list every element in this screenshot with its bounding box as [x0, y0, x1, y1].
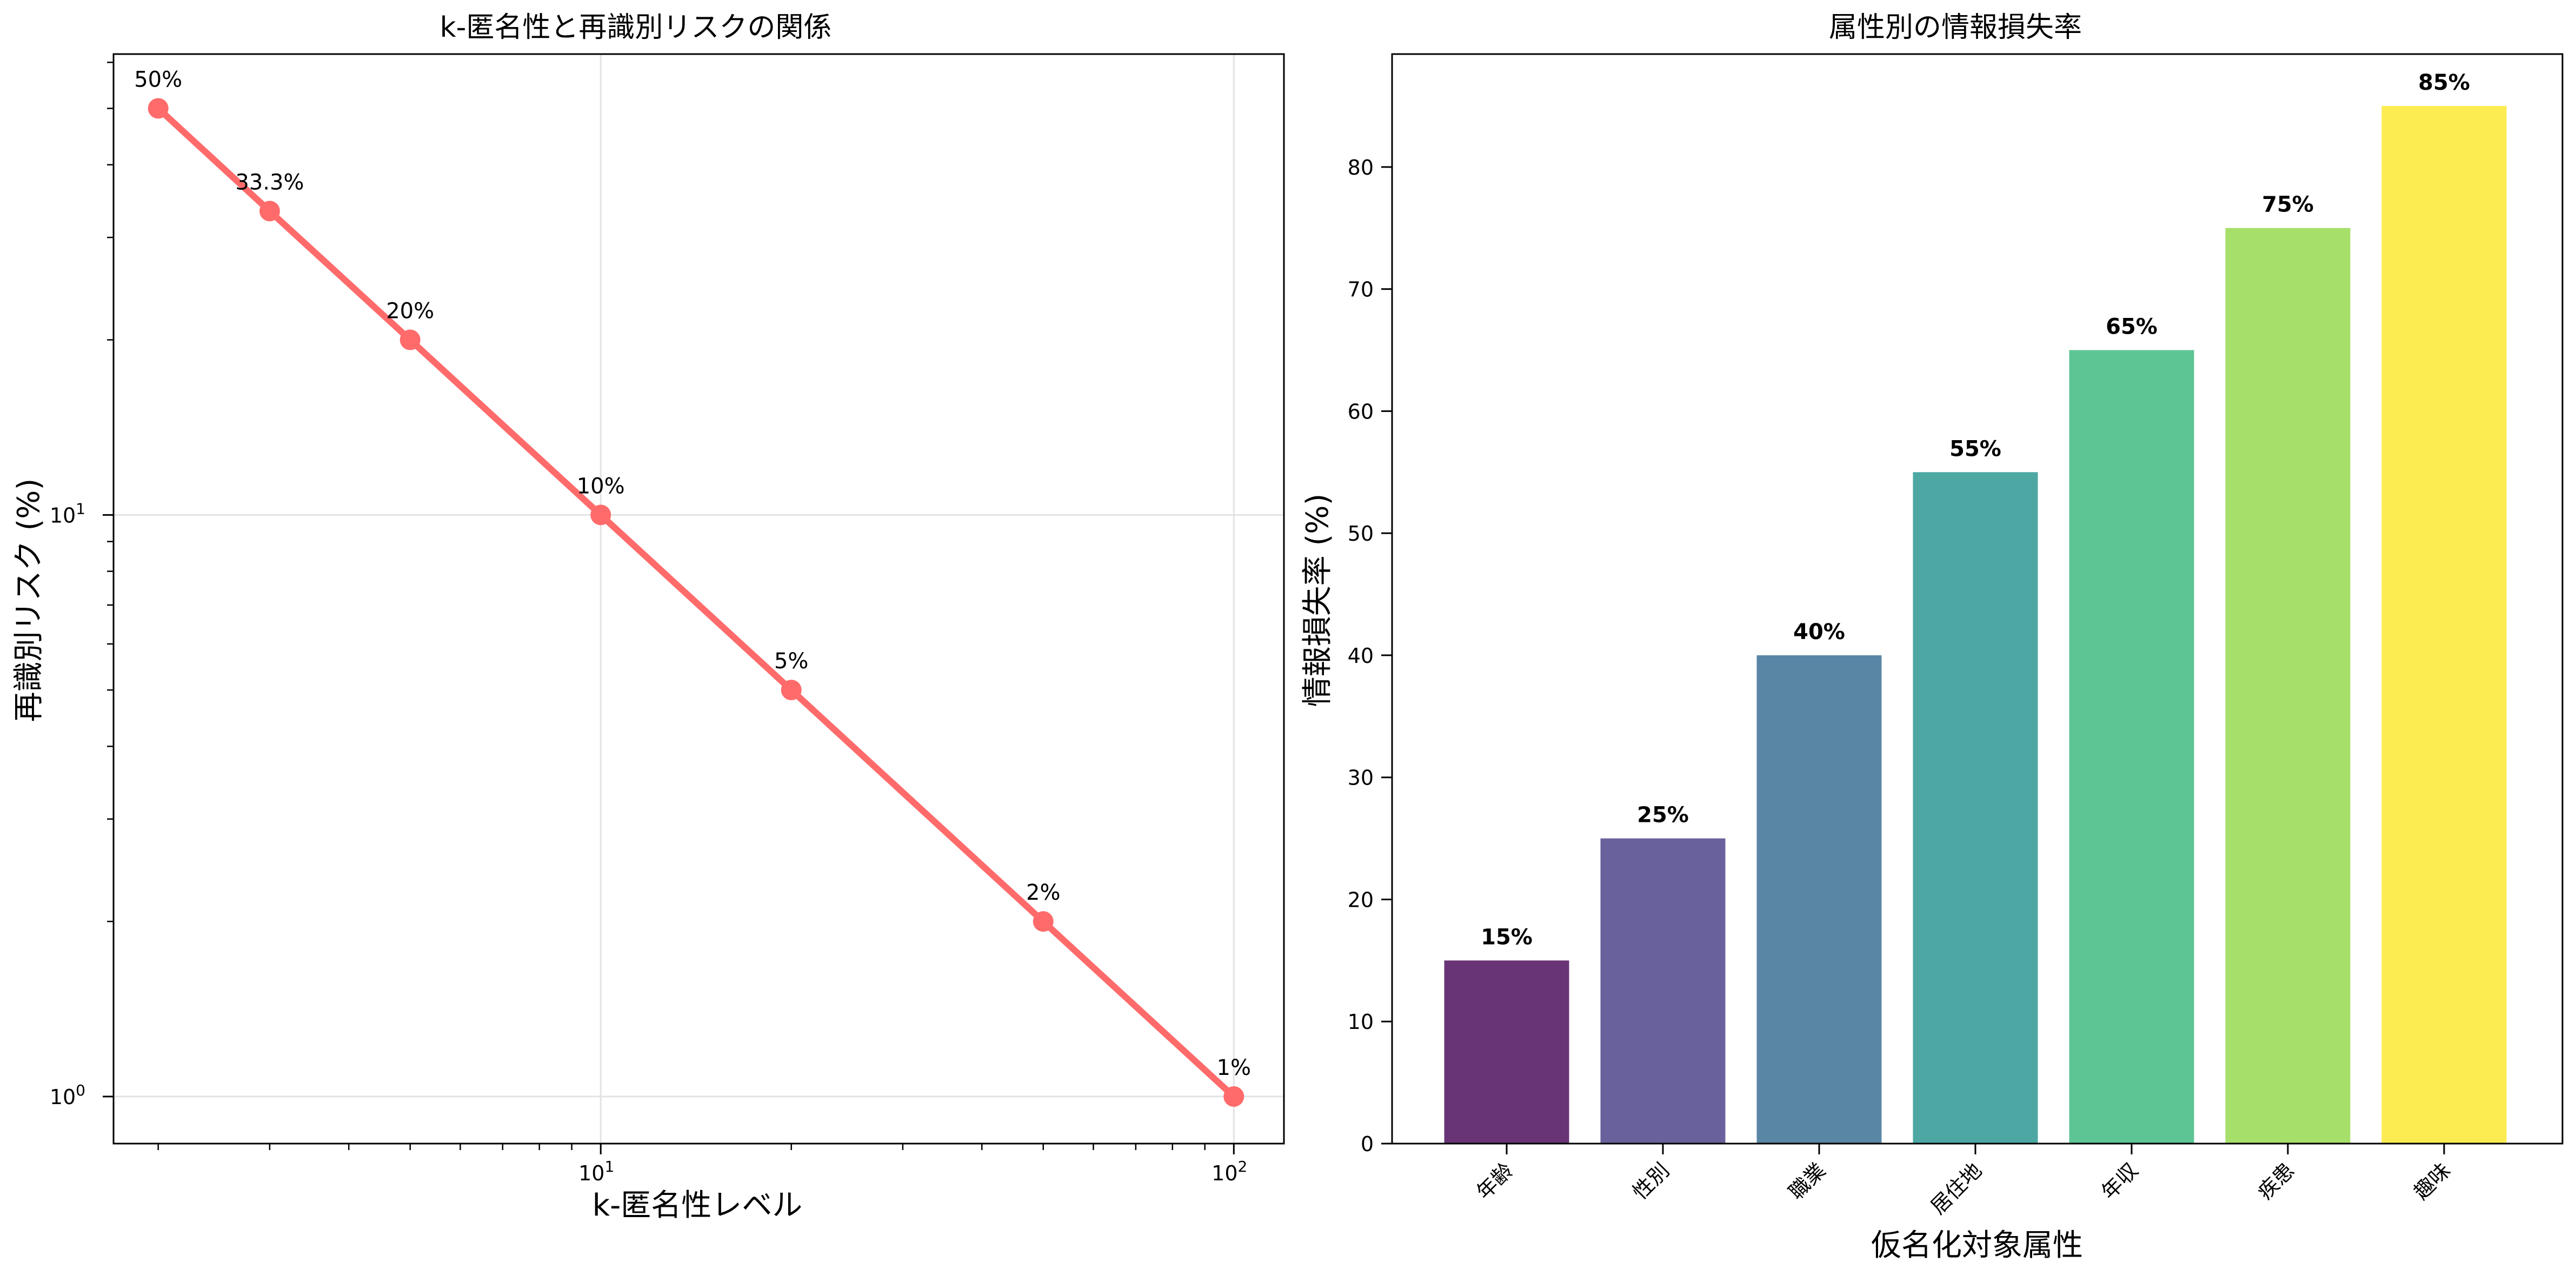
right-y-tick-label: 20 [1348, 888, 1374, 912]
right-y-axis-label: 情報損失率 (%) [1300, 494, 1335, 707]
right-x-ticks: 年齢 性別 職業 居住地 年収 疾患 趣味 [1472, 1144, 2455, 1219]
right-y-tick-label: 10 [1348, 1010, 1374, 1034]
right-x-tick-label: 性別 [1628, 1158, 1674, 1204]
loss-bar-value-label: 85% [2418, 70, 2470, 95]
loss-bar-value-label: 25% [1637, 803, 1689, 828]
left-grid [114, 54, 1284, 1144]
right-y-tick-label: 50 [1348, 522, 1374, 546]
risk-point-label: 50% [134, 67, 182, 92]
left-axes-frame [112, 53, 1285, 1145]
right-y-ticks: 0 10 20 30 40 50 60 70 80 [1348, 156, 1392, 1156]
left-y-axis-label: 再識別リスク (%) [11, 479, 46, 722]
right-y-tick-label: 40 [1348, 644, 1374, 668]
risk-point-label: 20% [386, 299, 434, 324]
loss-bar [2225, 228, 2351, 1144]
left-points [148, 98, 1244, 1107]
right-x-tick-label: 疾患 [2253, 1158, 2299, 1204]
left-y-tick-label: 101 [50, 500, 85, 527]
risk-data-point [259, 201, 280, 222]
right-bars [1444, 105, 2507, 1144]
right-y-tick-label: 70 [1348, 278, 1374, 302]
right-y-tick-label: 80 [1348, 156, 1374, 180]
right-chart-title: 属性別の情報損失率 [1829, 11, 2082, 44]
right-x-axis-label: 仮名化対象属性 [1871, 1228, 2083, 1263]
loss-bar-value-label: 55% [1949, 436, 2001, 461]
risk-data-point [1033, 911, 1054, 932]
loss-bar [1913, 472, 2038, 1144]
risk-point-label: 2% [1026, 880, 1060, 905]
risk-point-label: 10% [577, 474, 625, 499]
risk-data-point [781, 680, 802, 701]
left-x-ticks: 101 102 [578, 1144, 1247, 1185]
risk-data-point [400, 329, 421, 350]
left-y-ticks: 100 101 [50, 500, 114, 1109]
right-bar-labels: 15% 25% 40% 55% 65% 75% 85% [1481, 70, 2470, 949]
loss-bar [2381, 105, 2507, 1144]
left-x-axis-label: k-匿名性レベル [593, 1188, 803, 1223]
loss-bar-value-label: 15% [1481, 925, 1533, 949]
right-y-tick-label: 60 [1348, 400, 1374, 423]
loss-bar [2069, 350, 2194, 1144]
left-y-tick-label: 100 [50, 1081, 85, 1109]
risk-data-point [148, 98, 169, 119]
loss-bar-value-label: 65% [2106, 314, 2158, 339]
right-y-tick-label: 0 [1361, 1132, 1374, 1156]
loss-bar [1756, 655, 1882, 1144]
risk-point-label: 1% [1217, 1055, 1251, 1080]
right-x-tick-label: 趣味 [2409, 1158, 2455, 1204]
left-x-tick-label: 101 [578, 1158, 614, 1185]
risk-series-line [155, 105, 1237, 1100]
right-y-tick-label: 30 [1348, 766, 1374, 790]
left-chart-title: k-匿名性と再識別リスクの関係 [440, 11, 832, 44]
right-x-tick-label: 年齢 [1472, 1158, 1518, 1204]
left-x-tick-label: 102 [1212, 1158, 1247, 1185]
loss-bar-chart: 属性別の情報損失率 15% 25% 40% 55% 65% 75% 85% 0 10 20 30 4… [1300, 11, 2564, 1263]
risk-data-point [1223, 1086, 1244, 1107]
loss-bar-value-label: 75% [2262, 192, 2314, 217]
risk-line-chart: k-匿名性と再識別リスクの関係 50% 33.3% 20% 10% 5% 2% 1% 101… [11, 11, 1285, 1223]
risk-point-label: 5% [774, 649, 808, 674]
loss-bar [1600, 838, 1726, 1144]
risk-data-point [590, 504, 611, 526]
loss-bar [1444, 960, 1569, 1144]
left-minor-ticks [107, 62, 1206, 1150]
right-x-tick-label: 年収 [2097, 1158, 2143, 1204]
right-x-tick-label: 職業 [1785, 1158, 1831, 1204]
loss-bar-value-label: 40% [1793, 620, 1845, 645]
risk-point-label: 33.3% [235, 170, 304, 195]
right-axes-frame [1391, 53, 2564, 1145]
right-x-tick-label: 居住地 [1926, 1158, 1987, 1219]
left-point-labels: 50% 33.3% 20% 10% 5% 2% 1% [134, 67, 1251, 1080]
